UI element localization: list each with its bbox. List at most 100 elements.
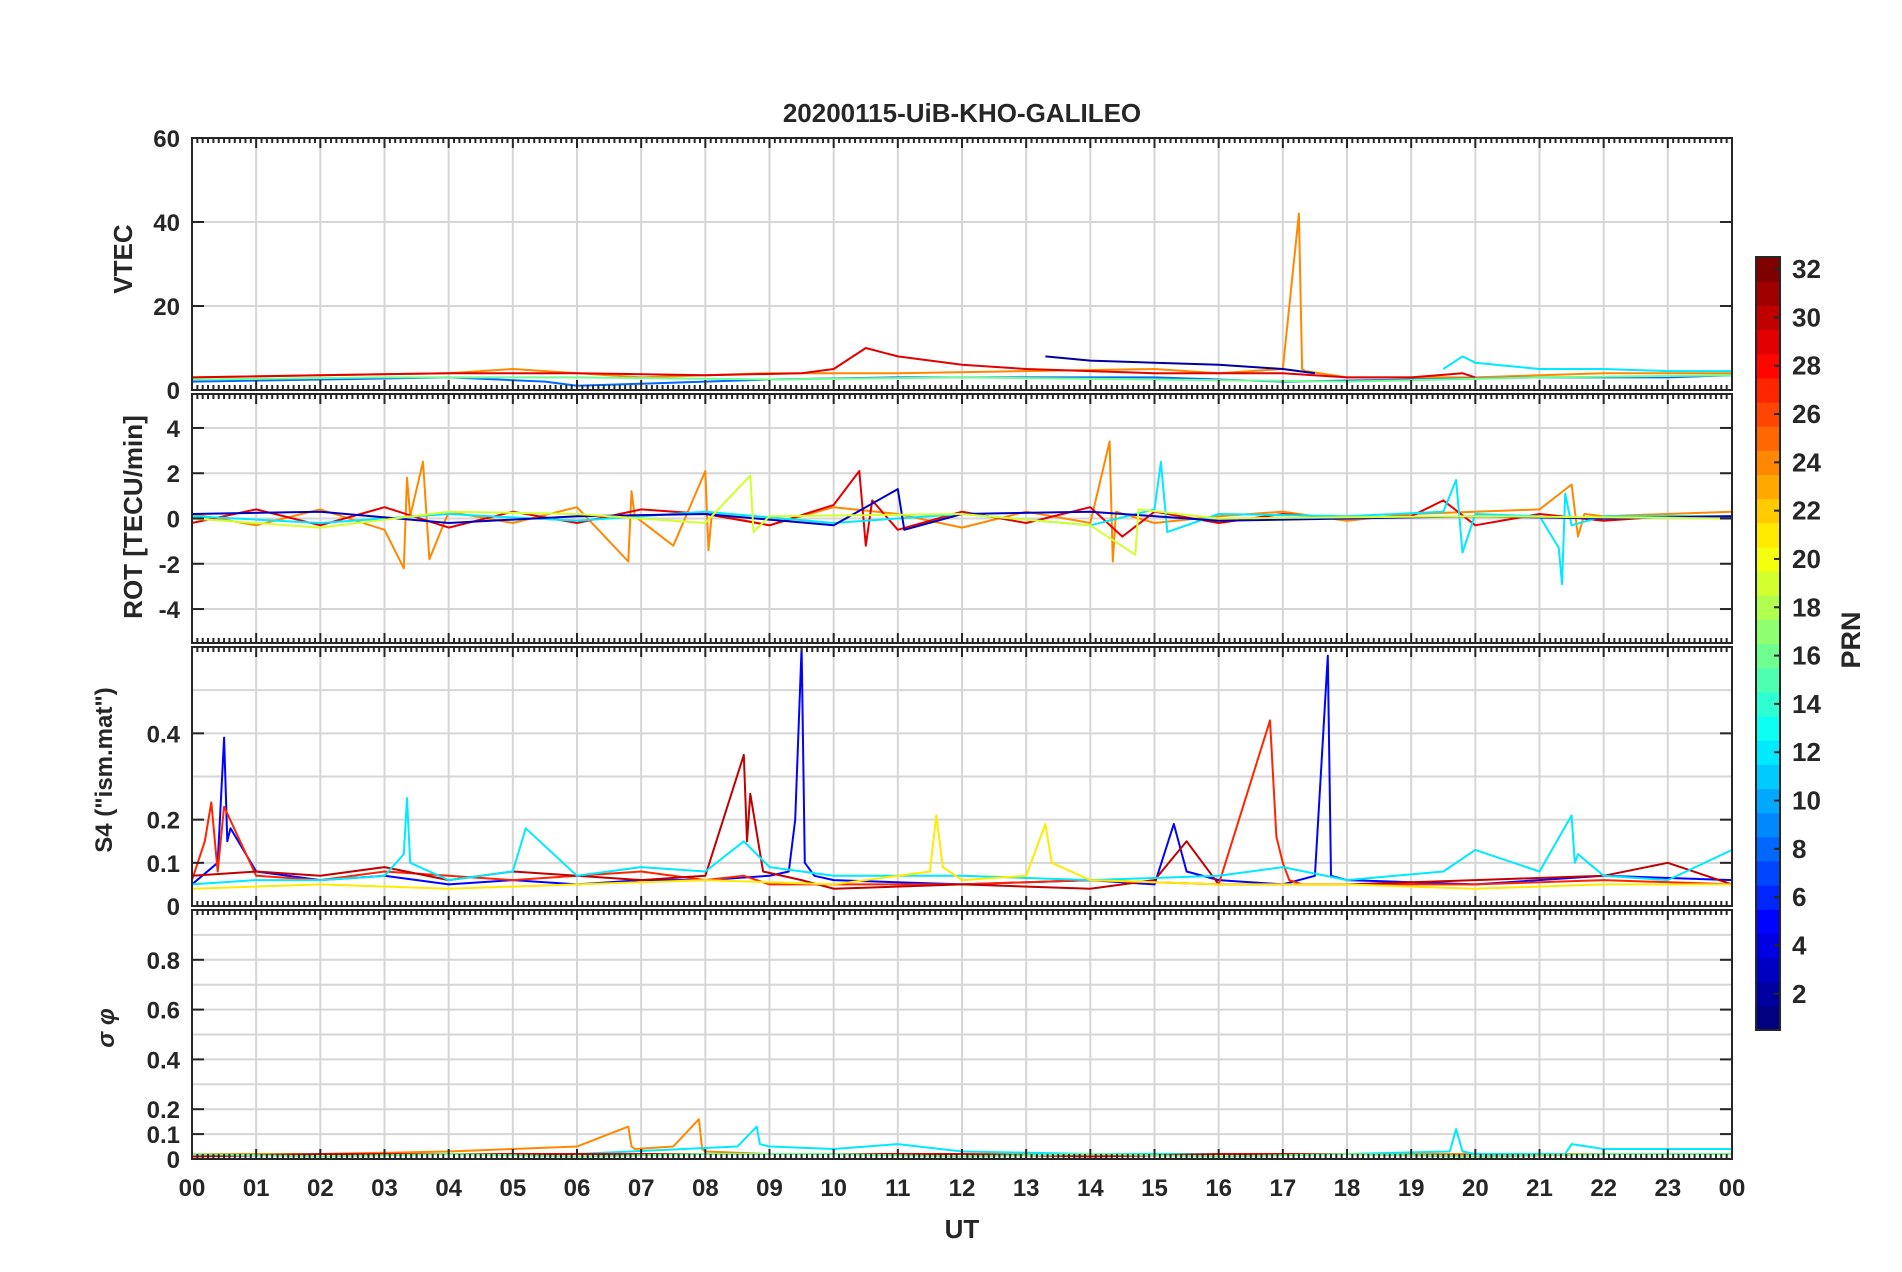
- series-line-prn-24: [191, 440, 1733, 570]
- colorbar-segment: [1756, 812, 1780, 838]
- y-tick-label: 0.2: [147, 1097, 180, 1124]
- y-tick-label: 60: [153, 126, 180, 153]
- series-line-prn-19: [191, 474, 1733, 556]
- colorbar-tick-label: 12: [1792, 737, 1821, 767]
- colorbar-segment: [1756, 426, 1780, 451]
- y-tick-label: 0: [167, 1147, 180, 1174]
- x-tick-label: 21: [1526, 1175, 1553, 1202]
- y-tick-label: 0: [167, 894, 180, 921]
- series-line-prn-29: [191, 347, 1476, 379]
- series-line-prn-12: [191, 460, 1732, 586]
- series-line-prn-21: [191, 814, 1732, 890]
- x-tick-label: 19: [1398, 1175, 1425, 1202]
- x-tick-label: 13: [1013, 1175, 1040, 1202]
- colorbar-segment: [1756, 619, 1780, 645]
- sigma-grid: [191, 910, 1733, 1159]
- series-line-prn-29: [191, 470, 1732, 547]
- colorbar-box: [1755, 256, 1781, 1031]
- x-tick-label: 10: [820, 1175, 847, 1202]
- s4-axes-box: [191, 646, 1733, 907]
- y-tick-label: -2: [159, 552, 180, 579]
- x-tick-label: 00: [179, 1175, 206, 1202]
- colorbar-tick-label: 22: [1792, 496, 1821, 526]
- colorbar-tick-label: 10: [1792, 786, 1821, 816]
- colorbar-segment: [1756, 1005, 1780, 1031]
- y-tick-label: 40: [153, 210, 180, 237]
- series-line-prn-27: [191, 719, 1733, 886]
- panel-s4: 0 0.1 0.2 0.4 S4 ("ism.mat"): [91, 646, 1733, 921]
- y-tick-label: 0.4: [147, 1047, 181, 1074]
- x-tick-label: 20: [1462, 1175, 1489, 1202]
- x-tick-label: 18: [1334, 1175, 1361, 1202]
- chart-title: 20200115-UiB-KHO-GALILEO: [783, 98, 1141, 128]
- colorbar-tick-label: 6: [1792, 882, 1806, 912]
- x-tick-label: 11: [885, 1175, 910, 1202]
- colorbar-segment: [1756, 957, 1780, 983]
- colorbar-tick-label: 4: [1792, 930, 1807, 960]
- colorbar-tick-label: 14: [1792, 689, 1821, 719]
- x-tick-label: 09: [756, 1175, 783, 1202]
- series-line-prn-12: [1442, 355, 1732, 373]
- y-tick-label: 0.2: [147, 808, 180, 835]
- s4-ylabel: S4 ("ism.mat"): [91, 687, 118, 852]
- y-tick-label: -4: [159, 597, 181, 624]
- colorbar-tick-label: 18: [1792, 592, 1821, 622]
- colorbar-gradient: [1756, 257, 1780, 1031]
- colorbar-tick-label: 24: [1792, 447, 1821, 477]
- colorbar-segment: [1756, 571, 1780, 596]
- vtec-series: [191, 212, 1733, 387]
- x-tick-label: 04: [435, 1175, 462, 1202]
- sigma-ticks: 00.10.2 0.4 0.6 0.8: [147, 910, 1733, 1174]
- x-tick-label: 02: [307, 1175, 334, 1202]
- colorbar-label: PRN: [1836, 611, 1866, 668]
- x-tick-label: 17: [1269, 1175, 1296, 1202]
- panel-sigma: 00.10.2 0.4 0.6 0.8 σ φ: [93, 909, 1733, 1174]
- colorbar-segment: [1756, 715, 1780, 741]
- x-tick-label: 07: [628, 1175, 655, 1202]
- colorbar-segment: [1756, 522, 1780, 548]
- colorbar-tick-label: 28: [1792, 351, 1821, 381]
- series-line-prn-5: [191, 646, 1733, 886]
- colorbar-segment: [1756, 860, 1780, 886]
- rot-series: [191, 440, 1733, 586]
- x-tick-label: 03: [371, 1175, 398, 1202]
- vtec-ylabel: VTEC: [108, 224, 138, 294]
- sigma-axes-box: [191, 909, 1733, 1160]
- y-tick-label: 4: [167, 416, 181, 443]
- y-tick-label: 0: [167, 507, 180, 534]
- colorbar-segment: [1756, 329, 1780, 355]
- x-tick-label: 23: [1654, 1175, 1681, 1202]
- vtec-axes-box: [191, 137, 1733, 391]
- x-tick-label: 22: [1590, 1175, 1617, 1202]
- x-tick-label: 08: [692, 1175, 719, 1202]
- y-tick-label: 0.6: [147, 998, 180, 1025]
- series-line-prn-12: [191, 797, 1733, 886]
- x-tick-label: 06: [564, 1175, 591, 1202]
- x-axis-label: UT: [945, 1214, 980, 1244]
- colorbar-segment: [1756, 377, 1780, 403]
- x-tick-label: 15: [1141, 1175, 1168, 1202]
- x-tick-label: 16: [1205, 1175, 1232, 1202]
- s4-series: [191, 646, 1733, 890]
- colorbar-segment: [1756, 909, 1780, 934]
- x-tick-labels: 00 01 02 03 04 05 06 07 08 09 10 11 12 13 14 15 16 17 18 19…: [179, 1175, 1746, 1202]
- x-tick-label: 05: [499, 1175, 526, 1202]
- x-tick-label: 00: [1719, 1175, 1746, 1202]
- x-tick-label: 14: [1077, 1175, 1104, 1202]
- colorbar-tick-label: 8: [1792, 834, 1806, 864]
- colorbar-tick-label: 20: [1792, 544, 1821, 574]
- y-tick-label: 0.1: [147, 851, 180, 878]
- x-tick-label: 01: [243, 1175, 270, 1202]
- y-tick-label: 0.8: [147, 948, 180, 975]
- colorbar-tick-label: 26: [1792, 399, 1821, 429]
- y-tick-label: 0.4: [147, 721, 181, 748]
- panel-vtec: 0 20 40 60 VTEC: [108, 126, 1733, 405]
- colorbar-segment: [1756, 764, 1780, 790]
- x-tick-label: 12: [949, 1175, 976, 1202]
- rot-ylabel: ROT [TECU/min]: [118, 415, 148, 619]
- sigma-ylabel: σ φ: [93, 1008, 120, 1048]
